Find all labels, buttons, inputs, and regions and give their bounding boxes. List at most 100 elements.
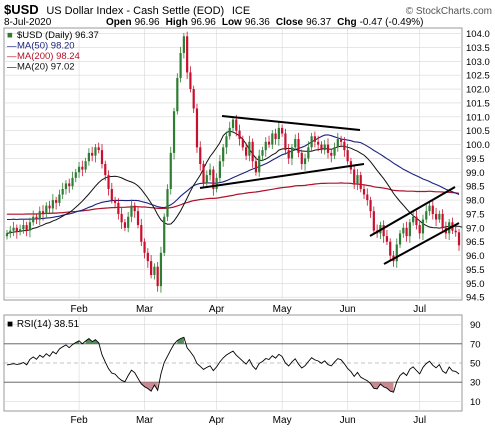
- rsi-legend: ■ RSI(14) 38.51: [7, 319, 80, 330]
- price-tick-label: 102.5: [466, 71, 490, 82]
- candle-body: [457, 232, 461, 246]
- price-tick-label: 101.0: [466, 112, 490, 123]
- candle: [402, 223, 405, 238]
- candle: [398, 230, 402, 248]
- price-tick-label: 98.5: [466, 182, 485, 193]
- price-tick-label: 94.5: [466, 293, 485, 304]
- candle: [339, 135, 343, 148]
- candle: [212, 166, 215, 196]
- legend-entry: MA(20) 97.02: [17, 62, 75, 73]
- candle: [133, 202, 136, 218]
- candle-body: [169, 152, 172, 189]
- candle-body: [343, 141, 346, 151]
- candle-body: [320, 144, 323, 151]
- ohlc-label: High: [166, 17, 188, 28]
- candle: [457, 228, 461, 251]
- candle-body: [330, 152, 333, 156]
- candle-body: [264, 141, 267, 151]
- candle: [127, 212, 130, 233]
- ma200-line: [7, 182, 460, 215]
- candle-body: [51, 200, 54, 209]
- candle-body: [421, 219, 425, 234]
- candle: [421, 214, 425, 241]
- candle-body: [359, 175, 362, 189]
- candle-body: [107, 175, 110, 189]
- legend-swatch: —: [7, 62, 17, 73]
- candle-body: [418, 225, 421, 234]
- candle: [428, 202, 431, 216]
- price-grid: [4, 28, 462, 300]
- month-label: Jun: [340, 304, 356, 315]
- candle: [5, 230, 9, 240]
- trendline-upper-right: [369, 186, 456, 237]
- candle: [313, 131, 316, 148]
- trendline-upper-left: [221, 115, 361, 131]
- candle-body: [91, 152, 94, 156]
- candle-body: [104, 164, 107, 176]
- candle: [359, 171, 362, 193]
- candle: [12, 221, 15, 237]
- legend-entry: MA(200) 98.24: [17, 51, 80, 62]
- rsi-oversold-area: [141, 382, 158, 392]
- candle-body: [208, 169, 212, 176]
- price-tick-label: 103.0: [466, 57, 490, 68]
- rsi-tick-label: 50: [470, 359, 481, 370]
- candle: [120, 207, 123, 229]
- candle-body: [281, 127, 284, 134]
- ma20-line: [6, 130, 463, 234]
- candle: [74, 168, 77, 183]
- candle-body: [64, 183, 68, 189]
- candle: [297, 132, 300, 158]
- candle: [107, 170, 110, 196]
- price-x-axis: Feb Mar Apr May Jun Jul: [70, 304, 426, 315]
- candle: [438, 210, 441, 223]
- candle-body: [146, 252, 149, 262]
- candle-body: [9, 230, 12, 234]
- ma50-line: [7, 134, 460, 221]
- candle-body: [68, 183, 71, 187]
- candle: [9, 225, 12, 238]
- candle-body: [245, 147, 248, 156]
- candle-body: [192, 89, 195, 109]
- candle-body: [166, 188, 169, 217]
- rsi-oversold-area: [370, 382, 394, 393]
- price-tick-label: 99.5: [466, 154, 485, 165]
- trendline-lower-left: [199, 163, 365, 189]
- candle-body: [336, 139, 339, 148]
- candle: [284, 128, 287, 155]
- candle: [35, 213, 38, 224]
- ohlc-value: 96.37: [306, 17, 331, 28]
- candle-body: [19, 229, 22, 232]
- candle: [68, 178, 71, 193]
- candle: [281, 124, 284, 137]
- candle-body: [77, 166, 81, 173]
- candle: [303, 153, 307, 171]
- candle: [48, 200, 51, 213]
- month-label: Mar: [136, 304, 154, 315]
- candle: [261, 146, 264, 162]
- rsi-tick-label: 70: [470, 339, 481, 350]
- candle-body: [100, 150, 104, 164]
- candle-body: [110, 188, 113, 201]
- candle: [110, 182, 113, 204]
- ohlc-value: 96.96: [191, 17, 216, 28]
- rsi-tick-label: 10: [470, 397, 481, 408]
- candle: [38, 206, 41, 226]
- candle-body: [150, 261, 153, 276]
- candle-body: [284, 133, 287, 151]
- candle: [408, 218, 411, 243]
- candle: [294, 134, 297, 151]
- candle: [208, 163, 212, 181]
- candle: [287, 144, 290, 164]
- candle: [356, 168, 359, 191]
- candle-body: [290, 147, 294, 159]
- candle-body: [172, 111, 176, 153]
- candle: [150, 255, 153, 279]
- candle-body: [130, 205, 133, 217]
- candle-body: [74, 172, 77, 178]
- candle: [454, 224, 457, 237]
- candle: [317, 135, 320, 152]
- candle-body: [310, 136, 313, 148]
- price-tick-label: 100.5: [466, 126, 490, 137]
- candle: [172, 107, 176, 160]
